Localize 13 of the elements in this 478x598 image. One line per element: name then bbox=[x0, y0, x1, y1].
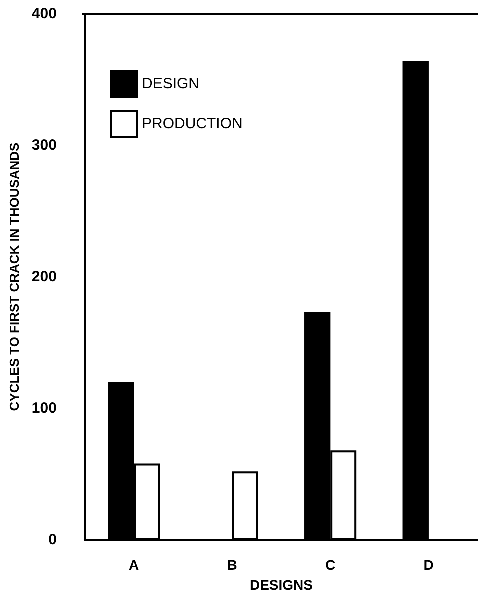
x-tick-label: B bbox=[227, 557, 238, 573]
y-tick-label: 400 bbox=[32, 6, 57, 22]
y-tick-label: 0 bbox=[48, 532, 57, 548]
y-tick-label: 100 bbox=[32, 400, 57, 417]
legend-label: DESIGN bbox=[142, 76, 200, 92]
x-tick-label: C bbox=[326, 557, 336, 573]
legend-label: PRODUCTION bbox=[142, 116, 243, 132]
y-tick-label: 200 bbox=[32, 268, 57, 286]
x-tick-label: D bbox=[424, 557, 434, 573]
x-axis-title: DESIGNS bbox=[250, 577, 313, 593]
y-axis-title: CYCLES TO FIRST CRACK IN THOUSANDS bbox=[7, 142, 22, 412]
y-tick-label: 300 bbox=[32, 137, 57, 154]
x-tick-label: A bbox=[129, 557, 140, 573]
